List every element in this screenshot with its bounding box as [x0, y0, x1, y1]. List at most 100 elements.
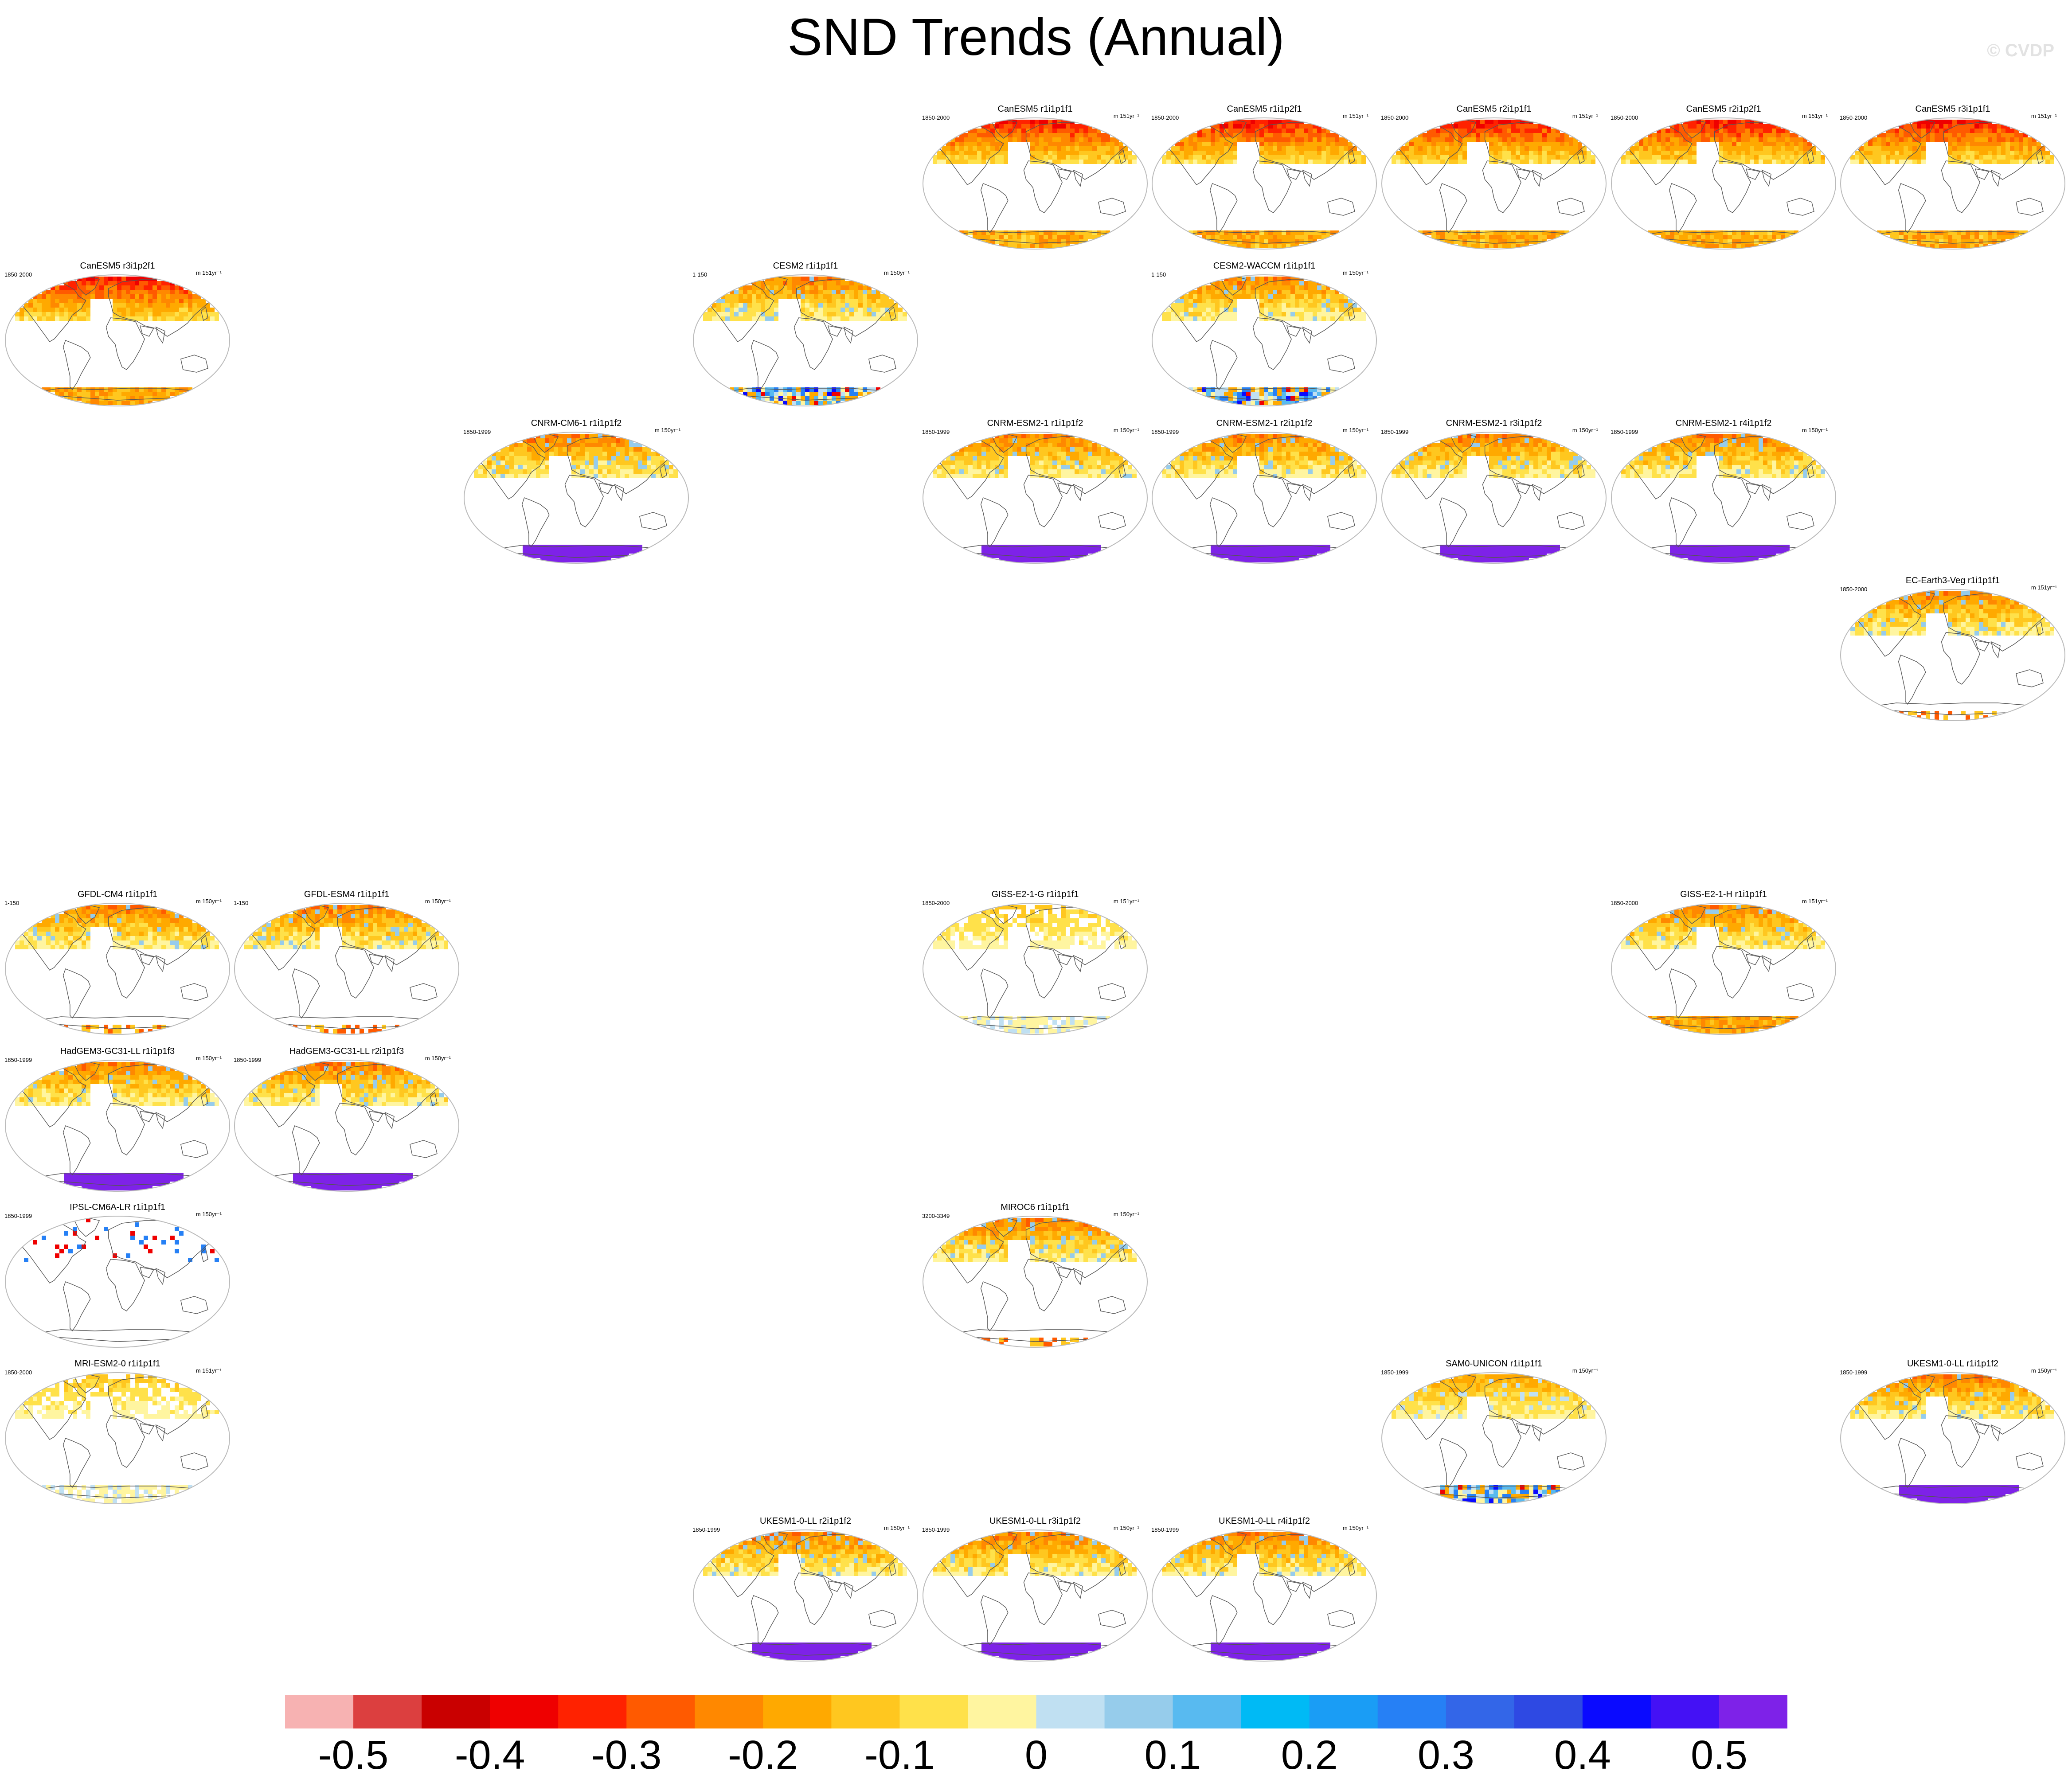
panel-period: 1850-1999 [692, 1526, 720, 1533]
watermark: © CVDP [1987, 41, 2054, 60]
panel-period: 1850-2000 [922, 900, 950, 906]
map-border [1381, 432, 1607, 564]
coastline-outlines [930, 119, 1130, 244]
colorbar-swatch [1582, 1695, 1651, 1728]
panel-units: m 150yr⁻¹ [1113, 1525, 1139, 1531]
coastline-outlines [1848, 591, 2048, 715]
world-map [5, 1060, 230, 1192]
world-map [1381, 117, 1607, 250]
panel-title: CanESM5 r2i1p1f1 [1456, 104, 1532, 114]
coastline-outlines [1389, 433, 1589, 558]
panel-title: EC-Earth3-Veg r1i1p1f1 [1905, 576, 2000, 585]
panel-units: m 151yr⁻¹ [1802, 113, 1828, 119]
map-border [1152, 274, 1377, 406]
map-panel: CNRM-CM6-1 r1i1p1f2 1850-1999 m 150yr⁻¹ [463, 418, 689, 569]
map-panel: CESM2 r1i1p1f1 1-150 m 150yr⁻¹ [692, 261, 919, 411]
panel-period: 1850-2000 [1151, 114, 1179, 121]
map-border [1611, 117, 1836, 250]
panel-units: m 150yr⁻¹ [1572, 1367, 1598, 1374]
panel-period: 1850-1999 [1151, 429, 1179, 435]
world-map [1611, 432, 1836, 564]
panel-title: CNRM-ESM2-1 r4i1p1f2 [1675, 418, 1772, 428]
world-map [1152, 274, 1377, 406]
world-map [1152, 1529, 1377, 1662]
panel-title: UKESM1-0-LL r1i1p1f2 [1907, 1359, 1999, 1369]
panel-title: CESM2-WACCM r1i1p1f1 [1213, 261, 1316, 271]
panel-title: CanESM5 r1i1p2f1 [1227, 104, 1302, 114]
colorbar-swatch [1036, 1695, 1105, 1728]
colorbar-swatch [1377, 1695, 1446, 1728]
panel-period: 1-150 [234, 900, 249, 906]
map-panel: GFDL-ESM4 r1i1p1f1 1-150 m 150yr⁻¹ [234, 889, 460, 1040]
map-border [923, 432, 1148, 564]
panel-period: 1850-1999 [922, 1526, 950, 1533]
panel-period: 1850-2000 [1381, 114, 1409, 121]
panel-units: m 150yr⁻¹ [1802, 427, 1828, 433]
map-panel: GISS-E2-1-H r1i1p1f1 1850-2000 m 151yr⁻¹ [1611, 889, 1837, 1040]
panel-title: CNRM-CM6-1 r1i1p1f2 [531, 418, 622, 428]
panel-period: 1850-1999 [922, 429, 950, 435]
map-panel: IPSL-CM6A-LR r1i1p1f1 1850-1999 m 150yr⁻¹ [4, 1202, 231, 1353]
world-map [1152, 117, 1377, 250]
panel-period: 1850-1999 [1381, 429, 1409, 435]
map-border [923, 117, 1148, 250]
panel-units: m 150yr⁻¹ [425, 1055, 451, 1061]
colorbar-swatch [1104, 1695, 1173, 1728]
world-map [1381, 1372, 1607, 1504]
panel-period: 1850-1999 [1840, 1369, 1868, 1376]
panel-title: MIROC6 r1i1p1f1 [1001, 1202, 1070, 1212]
map-panel: CNRM-ESM2-1 r2i1p1f2 1850-1999 m 150yr⁻¹ [1151, 418, 1377, 569]
map-border [1840, 1372, 2065, 1504]
panel-units: m 151yr⁻¹ [1572, 113, 1598, 119]
map-panel: UKESM1-0-LL r2i1p1f2 1850-1999 m 150yr⁻¹ [692, 1516, 919, 1666]
coastline-outlines [1619, 433, 1819, 558]
panel-title: GISS-E2-1-G r1i1p1f1 [991, 890, 1079, 899]
colorbar-swatch [353, 1695, 422, 1728]
world-map [1611, 117, 1836, 250]
colorbar [285, 1695, 1787, 1728]
map-panel: CNRM-ESM2-1 r3i1p1f2 1850-1999 m 150yr⁻¹ [1381, 418, 1607, 569]
colorbar-swatch [899, 1695, 969, 1728]
panel-period: 1850-2000 [1840, 586, 1868, 593]
panel-title: HadGEM3-GC31-LL r2i1p1f3 [289, 1046, 404, 1056]
colorbar-tick-label: 0 [1024, 1732, 1048, 1778]
panel-period: 1850-1999 [234, 1057, 262, 1063]
panel-title: GFDL-CM4 r1i1p1f1 [77, 890, 158, 899]
colorbar-tick-label: 0.5 [1691, 1732, 1748, 1778]
colorbar-swatch [490, 1695, 559, 1728]
panel-period: 1850-1999 [1381, 1369, 1409, 1376]
colorbar-tick-label: 0.3 [1417, 1732, 1474, 1778]
coastline-outlines [13, 1217, 213, 1342]
coastline-outlines [1848, 1374, 2048, 1498]
map-panel: CanESM5 r1i1p2f1 1850-2000 m 151yr⁻¹ [1151, 104, 1377, 254]
map-border [5, 1216, 230, 1348]
colorbar-tick-label: 0.4 [1554, 1732, 1611, 1778]
map-border [1381, 117, 1607, 250]
world-map [1611, 903, 1836, 1035]
colorbar-swatch [763, 1695, 832, 1728]
world-map [923, 432, 1148, 564]
map-border [1840, 117, 2065, 250]
world-map [5, 903, 230, 1035]
world-map [464, 432, 689, 564]
colorbar-swatch [968, 1695, 1037, 1728]
panel-units: m 151yr⁻¹ [195, 269, 222, 276]
panel-title: CanESM5 r2i1p2f1 [1686, 104, 1761, 114]
panel-period: 1850-2000 [1611, 900, 1638, 906]
panel-units: m 151yr⁻¹ [1113, 898, 1139, 905]
panel-units: m 151yr⁻¹ [195, 1367, 222, 1374]
panel-units: m 150yr⁻¹ [195, 1055, 222, 1061]
map-border [1152, 1529, 1377, 1662]
colorbar-swatch [1514, 1695, 1583, 1728]
panel-period: 1-150 [4, 900, 20, 906]
panel-period: 1850-1999 [1611, 429, 1638, 435]
coastline-outlines [1160, 1531, 1360, 1656]
panel-title: MRI-ESM2-0 r1i1p1f1 [74, 1359, 160, 1369]
colorbar-swatch [626, 1695, 695, 1728]
panel-title: IPSL-CM6A-LR r1i1p1f1 [70, 1202, 165, 1212]
colorbar-tick-label: 0.1 [1144, 1732, 1201, 1778]
map-border [1152, 432, 1377, 564]
map-border [923, 903, 1148, 1035]
coastline-outlines [930, 905, 1130, 1029]
panel-period: 1850-2000 [4, 271, 32, 278]
